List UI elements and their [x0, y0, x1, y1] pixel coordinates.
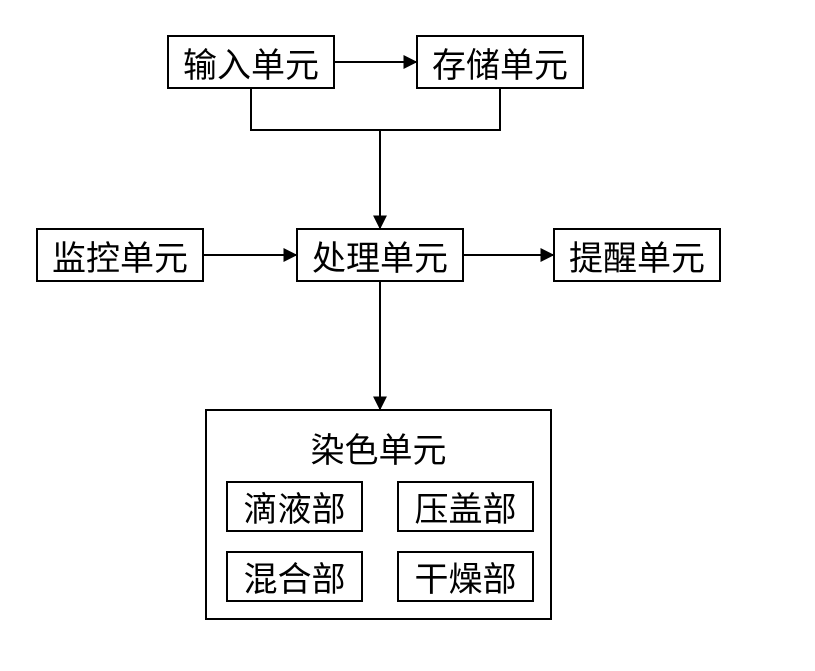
node-alert-unit: 提醒单元	[553, 228, 721, 282]
node-label: 输入单元	[183, 38, 319, 87]
node-label: 监控单元	[52, 231, 188, 280]
node-label: 提醒单元	[569, 231, 705, 280]
node-label: 染色单元	[311, 433, 447, 470]
node-dry-part: 干燥部	[397, 551, 534, 602]
node-drip-part: 滴液部	[226, 481, 363, 532]
node-label: 压盖部	[415, 482, 517, 531]
edge-merge-bracket	[251, 89, 500, 130]
node-storage-unit: 存储单元	[416, 35, 584, 89]
node-label: 干燥部	[415, 552, 517, 601]
node-process-unit: 处理单元	[296, 228, 464, 282]
node-input-unit: 输入单元	[167, 35, 335, 89]
node-mix-part: 混合部	[226, 551, 363, 602]
node-press-part: 压盖部	[397, 481, 534, 532]
node-label: 混合部	[244, 552, 346, 601]
node-dye-unit-title: 染色单元	[207, 411, 550, 472]
node-label: 存储单元	[432, 38, 568, 87]
node-monitor-unit: 监控单元	[36, 228, 204, 282]
node-label: 滴液部	[244, 482, 346, 531]
node-label: 处理单元	[312, 231, 448, 280]
